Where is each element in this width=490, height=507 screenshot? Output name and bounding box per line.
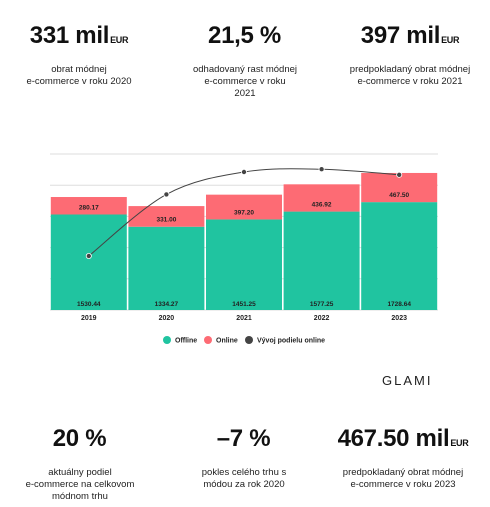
bar-online [128, 206, 205, 227]
online-share-line [85, 166, 403, 260]
bar-online [283, 184, 360, 212]
x-tick-label: 2021 [236, 315, 252, 322]
online-share-point [163, 191, 170, 198]
online-share-point [318, 166, 325, 173]
x-tick-label: 2020 [159, 315, 175, 322]
online-share-point [240, 168, 247, 175]
online-share-point [85, 253, 92, 260]
legend-label: Online [216, 338, 238, 345]
stat-bottom-3: 467.50 milEUR predpokladaný obrat módnej… [318, 425, 488, 491]
label-offline: 1577.25 [310, 301, 334, 308]
legend-marker [204, 336, 212, 344]
stat-unit: EUR [450, 438, 469, 448]
stat-value: 20 % [52, 425, 107, 452]
legend-label: Vývoj podielu online [257, 338, 325, 345]
bar-online [50, 197, 127, 215]
stat-value: 331 milEUR [29, 22, 129, 49]
stat-bottom-1: 20 % aktuálny podiel e-commerce na celko… [0, 425, 160, 503]
stat-desc: predpokladaný obrat módnej e-commerce v … [349, 64, 471, 87]
stat-desc: aktuálny podiel e-commerce na celkovom m… [25, 467, 135, 502]
stat-desc: obrat módnej e-commerce v roku 2020 [26, 64, 132, 87]
stat-desc: odhadovaný rast módnej e-commerce v roku… [192, 64, 298, 99]
legend: Offline Online Vývoj podielu online [163, 336, 325, 345]
label-online: 331.00 [156, 217, 176, 224]
label-online: 397.20 [234, 209, 254, 216]
stat-desc: pokles celého trhu s módou za rok 2020 [201, 467, 287, 490]
bar-online [206, 194, 282, 220]
label-offline: 1728.64 [387, 301, 411, 308]
label-offline: 1530.44 [77, 301, 101, 308]
data-labels: 1530.44 280.17 1334.27 331.00 1451.25 397.20 1… [77, 192, 411, 308]
bar-offline [128, 226, 205, 310]
stat-top-2: 21,5 % odhadovaný rast módnej e-commerce… [165, 22, 325, 100]
stat-bottom-2: –7 % pokles celého trhu s módou za rok 2… [164, 425, 324, 491]
legend-marker [245, 336, 253, 344]
stacked-bar-chart: 1530.44 280.17 1334.27 331.00 1451.25 397.20 1… [50, 153, 438, 345]
label-online: 280.17 [79, 205, 99, 212]
legend-label: Offline [175, 338, 197, 345]
bar-offline [283, 211, 360, 310]
stat-top-1: 331 milEUR obrat módnej e-commerce v rok… [0, 22, 159, 88]
stat-value: 397 milEUR [360, 22, 460, 49]
glami-logo: GLAMI [382, 373, 433, 388]
label-online: 436.92 [312, 202, 332, 209]
bar-offline [206, 219, 282, 310]
stat-value: 21,5 % [208, 22, 281, 49]
x-axis: 2019 2020 2021 2022 2023 [81, 315, 407, 322]
x-tick-label: 2022 [314, 315, 330, 322]
stat-desc: predpokladaný obrat módnej e-commerce v … [342, 467, 464, 490]
stat-top-3: 397 milEUR predpokladaný obrat módnej e-… [330, 22, 490, 88]
stat-unit: EUR [110, 35, 129, 45]
x-tick-label: 2023 [391, 315, 407, 322]
stat-unit: EUR [441, 35, 460, 45]
bar-online [361, 172, 438, 203]
bar-offline [50, 214, 127, 310]
online-share-point [396, 171, 403, 178]
stat-value: 467.50 milEUR [337, 425, 469, 452]
stat-value: –7 % [216, 425, 271, 452]
label-online: 467.50 [389, 192, 409, 199]
legend-marker [163, 336, 171, 344]
label-offline: 1334.27 [155, 301, 179, 308]
bars [50, 172, 438, 310]
x-tick-label: 2019 [81, 315, 97, 322]
bar-offline [361, 202, 438, 310]
label-offline: 1451.25 [232, 301, 256, 308]
